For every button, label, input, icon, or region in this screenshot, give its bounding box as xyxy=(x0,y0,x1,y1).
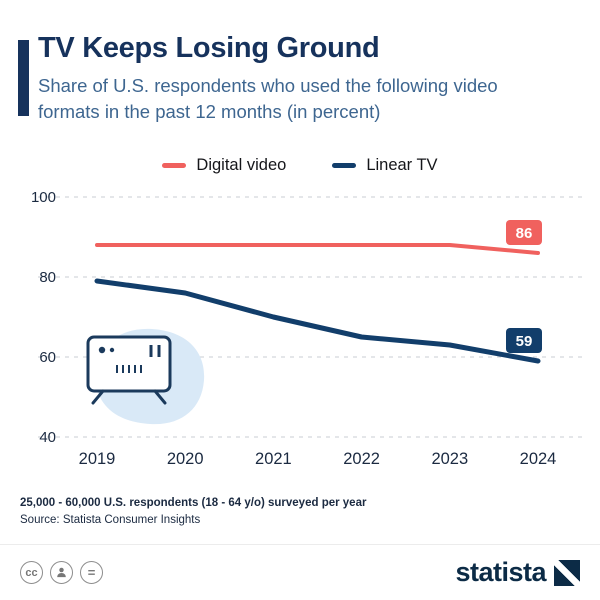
legend-item-linear-tv: Linear TV xyxy=(332,156,438,175)
page-title: TV Keeps Losing Ground xyxy=(38,32,380,64)
source-note: Source: Statista Consumer Insights xyxy=(20,514,201,526)
series-layer: 86 59 xyxy=(94,220,542,364)
cc-nd-icon[interactable]: = xyxy=(80,561,103,584)
value-label-box xyxy=(506,328,542,353)
series-line-digital-video xyxy=(95,243,540,255)
y-tick-label: 100 xyxy=(31,189,56,206)
legend-swatch-linear-tv xyxy=(332,163,357,168)
statista-logo[interactable]: statista xyxy=(455,557,580,588)
statista-wordmark: statista xyxy=(455,557,546,587)
survey-note: 25,000 - 60,000 U.S. respondents (18 - 6… xyxy=(20,497,367,509)
statista-logo-mark-icon xyxy=(554,559,580,586)
y-tick-label: 60 xyxy=(39,349,56,366)
x-tick-label: 2023 xyxy=(431,450,468,468)
x-tick-label: 2022 xyxy=(343,450,380,468)
tv-icon-vents xyxy=(116,365,142,373)
footer-notes: 25,000 - 60,000 U.S. respondents (18 - 6… xyxy=(20,497,366,526)
tv-icon-dot-2 xyxy=(109,347,115,353)
grid-layer: 100 80 60 40 2019 2020 2021 2022 2023 2024 xyxy=(31,189,585,468)
cc-by-person-icon[interactable] xyxy=(50,561,73,584)
title-accent-bar xyxy=(18,40,29,116)
value-label-text: 86 xyxy=(516,225,533,242)
legend-item-digital-video: Digital video xyxy=(162,156,286,175)
legend-label-linear-tv: Linear TV xyxy=(366,156,438,174)
bottom-bar: cc = statista xyxy=(0,544,600,600)
cc-license-badges[interactable]: cc = xyxy=(20,561,103,584)
page-subtitle: Share of U.S. respondents who used the f… xyxy=(38,75,498,122)
legend-label-digital-video: Digital video xyxy=(196,156,287,174)
tv-icon xyxy=(86,328,205,425)
tv-icon-dot-1 xyxy=(98,346,106,354)
x-tick-label: 2019 xyxy=(79,450,116,468)
x-tick-label: 2020 xyxy=(167,450,204,468)
value-label-box xyxy=(506,220,542,245)
legend-swatch-digital-video xyxy=(162,163,187,168)
x-tick-label: 2024 xyxy=(520,450,557,468)
tv-icon-leg-left xyxy=(91,389,105,405)
tv-icon-leg-right xyxy=(153,389,167,405)
y-tick-label: 40 xyxy=(39,429,56,446)
header: TV Keeps Losing Ground Share of U.S. res… xyxy=(38,32,578,125)
cc-icon[interactable]: cc xyxy=(20,561,43,584)
series-line-linear-tv xyxy=(94,278,541,364)
x-tick-label: 2021 xyxy=(255,450,292,468)
y-tick-label: 80 xyxy=(39,269,56,286)
value-label-text: 59 xyxy=(516,333,533,350)
line-chart: 100 80 60 40 2019 2020 2021 2022 2023 2024 86 59 xyxy=(31,189,585,468)
chart-legend: Digital video Linear TV xyxy=(0,156,600,175)
